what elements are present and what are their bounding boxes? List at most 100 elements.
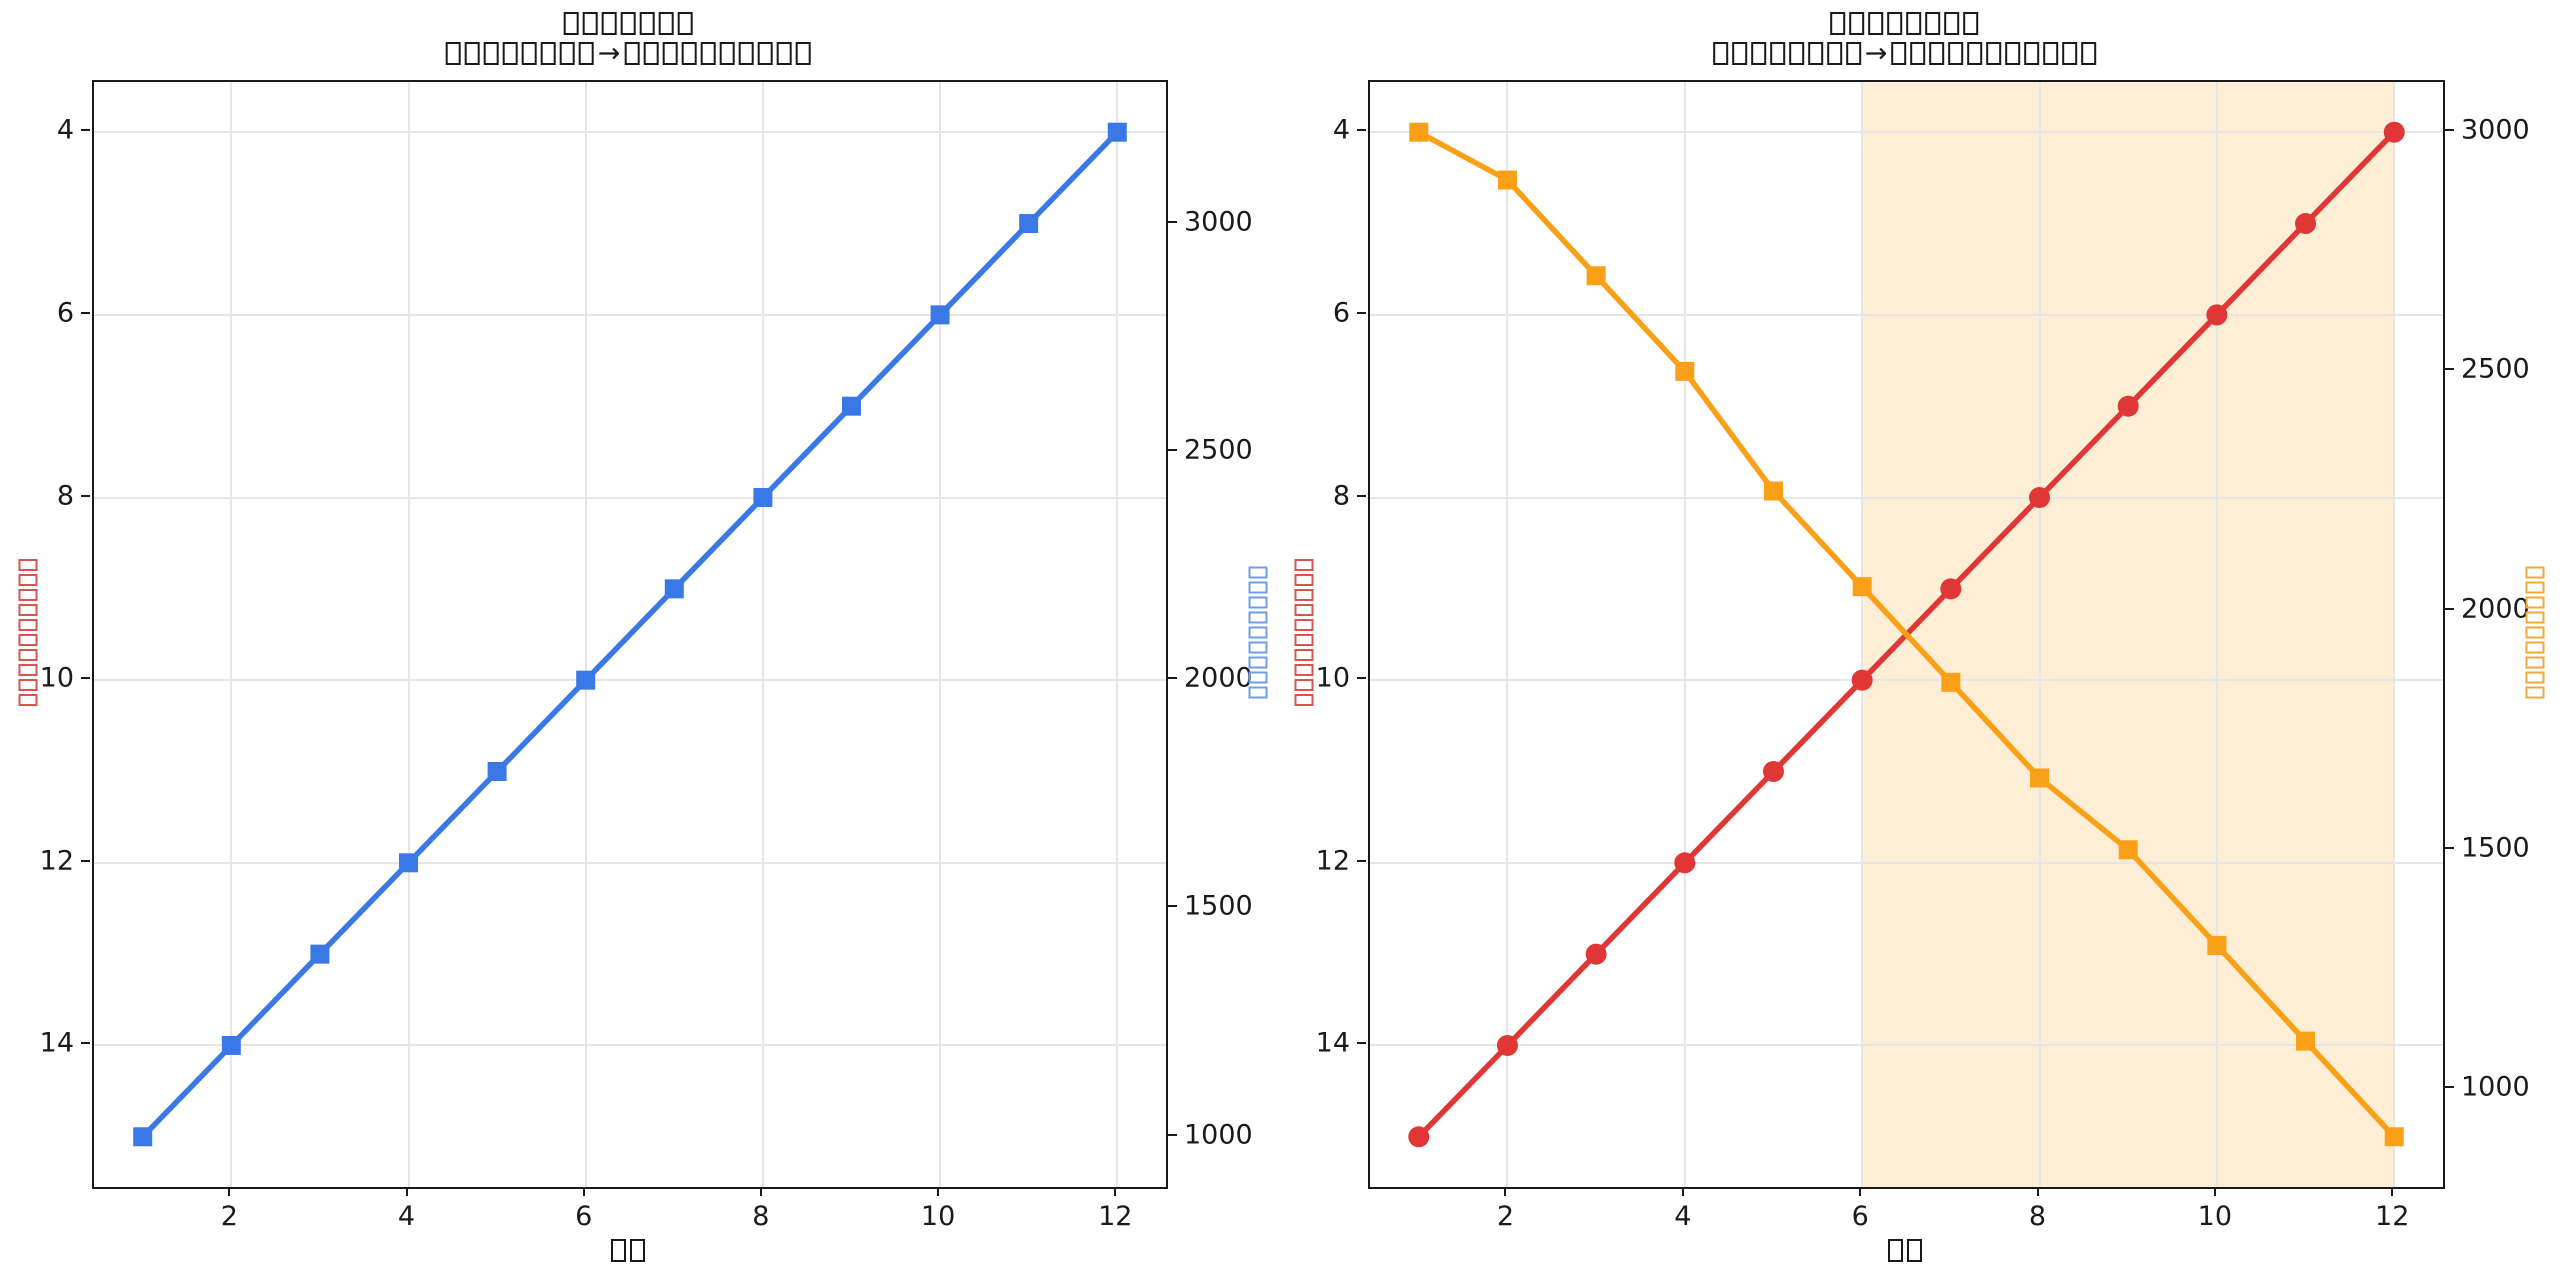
series-blue-marker: [310, 944, 330, 964]
y-right-tick-label: 2000: [2461, 593, 2530, 625]
x-tickmark: [1504, 1187, 1507, 1196]
arrow-right-glyph: →: [1864, 37, 1888, 69]
x-axis-label: [609, 1235, 647, 1265]
tofu-missing-glyph: [18, 634, 38, 646]
y-gridline: [1370, 861, 2443, 864]
tofu-missing-glyph: [1963, 12, 1979, 35]
x-tick-label: 10: [2197, 1201, 2233, 1232]
left-chart-title: →: [444, 8, 813, 69]
y-gridline: [94, 679, 1166, 682]
tofu-missing-glyph: [1826, 42, 1842, 65]
tofu-missing-glyph: [445, 42, 461, 65]
x-tick-label: 4: [1674, 1201, 1692, 1232]
tofu-missing-glyph: [1248, 626, 1268, 639]
arrow-right-glyph: →: [597, 37, 621, 69]
series-orange-marker: [1852, 577, 1872, 597]
y-gridline: [94, 1044, 1166, 1047]
y-right-tickmark: [2445, 1085, 2454, 1088]
tofu-missing-glyph: [1788, 42, 1804, 65]
y-left-tickmark: [81, 311, 90, 314]
y-right-tickmark: [2445, 846, 2454, 849]
series-blue-marker: [399, 853, 419, 873]
x-gridline: [230, 82, 233, 1187]
tofu-missing-glyph: [18, 589, 38, 601]
tofu-missing-glyph: [1294, 574, 1314, 586]
tofu-missing-glyph: [630, 1239, 645, 1262]
x-gridline: [584, 82, 587, 1187]
x-tickmark: [1859, 1187, 1862, 1196]
series-orange-marker: [1586, 266, 1606, 286]
y-right-tick-label: 2500: [2461, 353, 2530, 385]
x-gridline: [1861, 82, 1864, 1187]
series-orange-marker: [1409, 122, 1429, 142]
y-left-tick-label: 12: [1315, 845, 1350, 877]
tofu-missing-glyph: [700, 42, 716, 65]
right-chart-plot-area: [1368, 80, 2445, 1189]
series-orange-marker: [2118, 840, 2138, 860]
y-left-tickmark: [1357, 1042, 1366, 1045]
y-right-tick-label: 1000: [2461, 1071, 2530, 1103]
tofu-missing-glyph: [1248, 656, 1268, 669]
series-red-marker: [2206, 304, 2228, 326]
tofu-missing-glyph: [757, 42, 773, 65]
tofu-missing-glyph: [2525, 596, 2545, 609]
series-blue-marker: [487, 761, 507, 781]
y-left-tick-label: 4: [56, 114, 74, 146]
y-left-tick-label: 14: [1315, 1027, 1350, 1059]
tofu-missing-glyph: [1891, 42, 1907, 65]
tofu-missing-glyph: [483, 42, 499, 65]
series-orange-line: [1416, 129, 2397, 1140]
tofu-missing-glyph: [559, 42, 575, 65]
x-gridline: [1116, 82, 1119, 1187]
tofu-missing-glyph: [1248, 611, 1268, 624]
series-red-marker: [1674, 852, 1696, 874]
series-blue-line: [139, 129, 1121, 1140]
x-gridline: [407, 82, 410, 1187]
x-tickmark: [2391, 1187, 2394, 1196]
series-orange-marker: [1763, 481, 1783, 501]
tofu-missing-glyph: [1294, 634, 1314, 646]
tofu-missing-glyph: [1830, 12, 1846, 35]
tofu-missing-glyph: [2525, 641, 2545, 654]
tofu-missing-glyph: [18, 619, 38, 631]
series-red-marker: [1762, 760, 1784, 782]
y-right-tick-label: 3000: [1184, 206, 1253, 238]
x-gridline: [939, 82, 942, 1187]
y-gridline: [1370, 313, 2443, 316]
y-left-axis-label: [1294, 558, 1314, 708]
tofu-missing-glyph: [464, 42, 480, 65]
x-gridline: [1506, 82, 1509, 1187]
y-right-tickmark: [1168, 905, 1177, 908]
x-tickmark: [2213, 1187, 2216, 1196]
series-blue-marker: [753, 488, 773, 508]
tofu-missing-glyph: [2525, 626, 2545, 639]
y-right-tick-label: 2500: [1184, 434, 1253, 466]
y-left-tick-label: 4: [1332, 114, 1350, 146]
tofu-missing-glyph: [1986, 42, 2002, 65]
y-gridline: [94, 131, 1166, 134]
tofu-missing-glyph: [1294, 679, 1314, 691]
series-blue-marker: [1107, 122, 1127, 142]
tofu-missing-glyph: [1849, 12, 1865, 35]
tofu-missing-glyph: [677, 12, 693, 35]
tofu-missing-glyph: [1929, 42, 1945, 65]
title-line-2: →: [1711, 38, 2099, 69]
tofu-missing-glyph: [643, 42, 659, 65]
series-orange-marker: [1497, 170, 1517, 190]
y-left-tick-label: 10: [39, 662, 74, 694]
tofu-missing-glyph: [1967, 42, 1983, 65]
y-left-tickmark: [1357, 859, 1366, 862]
x-tickmark: [228, 1187, 231, 1196]
y-right-tick-label: 1500: [1184, 890, 1253, 922]
y-left-tickmark: [81, 859, 90, 862]
tofu-missing-glyph: [18, 679, 38, 691]
x-gridline: [761, 82, 764, 1187]
x-gridline: [2215, 82, 2218, 1187]
series-red-marker: [1496, 1034, 1518, 1056]
series-blue-marker: [664, 579, 684, 599]
title-line-2: →: [444, 38, 813, 69]
x-gridline: [1683, 82, 1686, 1187]
tofu-missing-glyph: [2525, 686, 2545, 699]
tofu-missing-glyph: [2062, 42, 2078, 65]
tofu-missing-glyph: [1294, 649, 1314, 661]
